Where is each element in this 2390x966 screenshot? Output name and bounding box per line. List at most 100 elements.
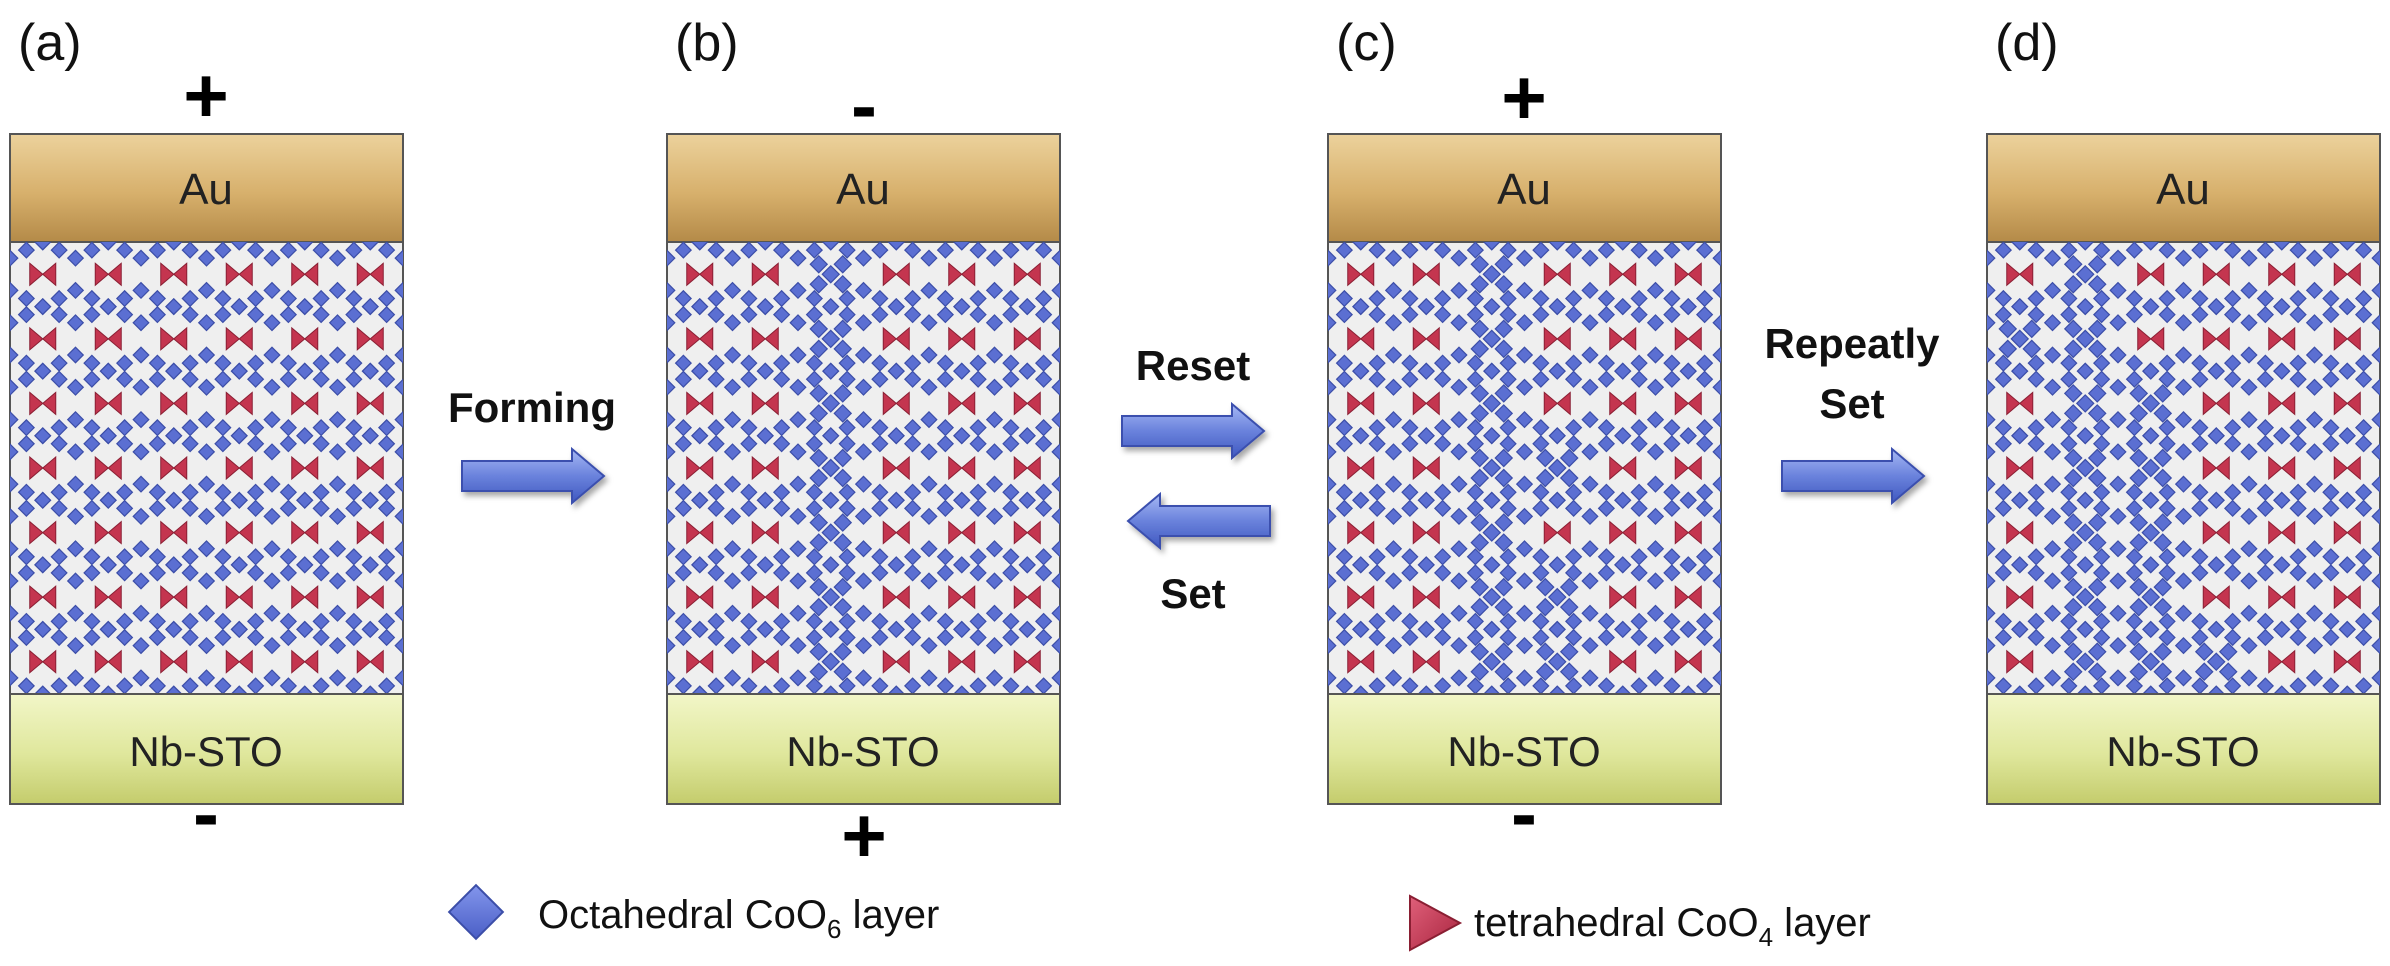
octahedral-unit (936, 242, 955, 259)
octahedral-unit (246, 483, 265, 501)
octahedral-unit (1483, 556, 1501, 574)
octahedral-unit (214, 242, 232, 259)
octahedral-unit (2240, 507, 2258, 526)
octahedral-unit (594, 509, 610, 525)
octahedral-unit (985, 475, 1004, 493)
octahedral-unit (2194, 642, 2214, 662)
octahedral-unit (772, 483, 791, 501)
octahedral-unit (1811, 557, 1827, 573)
octahedral-unit (2075, 587, 2095, 607)
tetrahedral-legend-label: tetrahedral CoO4 layer (1474, 901, 1871, 952)
octahedral-unit (34, 427, 52, 445)
octahedral-unit (1795, 436, 1811, 452)
octahedral-unit (2158, 242, 2176, 259)
octahedral-unit (0, 307, 1, 323)
tetrahedral-unit (2268, 455, 2296, 481)
octahedral-unit (2305, 507, 2324, 526)
octahedral-unit (1746, 686, 1762, 702)
tetrahedral-unit (751, 520, 779, 545)
octahedral-unit (1433, 564, 1452, 582)
octahedral-unit (1335, 435, 1354, 453)
octahedral-unit (1328, 604, 1337, 622)
octahedral-unit (148, 483, 167, 501)
octahedral-unit (1730, 420, 1746, 436)
octahedral-unit (1663, 435, 1681, 453)
octahedral-unit (66, 443, 85, 461)
octahedral-unit (34, 491, 52, 509)
octahedral-unit (1762, 501, 1778, 517)
octahedral-unit (2371, 346, 2380, 364)
octahedral-unit (50, 435, 68, 453)
octahedral-unit (1101, 565, 1117, 581)
octahedral-unit (1795, 565, 1811, 581)
octahedral-unit (1515, 314, 1534, 332)
octahedral-unit (1335, 548, 1354, 566)
octahedral-unit (2354, 242, 2373, 259)
octahedral-unit (1746, 686, 1762, 702)
octahedral-unit (1614, 685, 1632, 694)
octahedral-unit (1335, 612, 1354, 630)
octahedral-unit (0, 436, 1, 452)
octahedral-unit (197, 475, 216, 493)
octahedral-unit (2043, 281, 2062, 300)
octahedral-unit (887, 556, 905, 574)
octahedral-unit (1532, 354, 1550, 372)
octahedral-unit (10, 443, 19, 461)
octahedral-unit (707, 435, 725, 453)
octahedral-unit (115, 306, 134, 324)
octahedral-unit (132, 572, 150, 590)
octahedral-unit (833, 662, 853, 682)
octahedral-unit (1287, 622, 1303, 638)
tetrahedral-legend-icon (1409, 894, 1463, 952)
octahedral-unit (197, 669, 216, 687)
octahedral-unit (674, 306, 693, 324)
octahedral-unit (263, 346, 281, 364)
octahedral-unit (2125, 289, 2144, 308)
octahedral-unit (2129, 404, 2149, 423)
octahedral-unit (643, 226, 659, 242)
octahedral-unit (246, 564, 265, 582)
octahedral-unit (1987, 540, 1996, 558)
octahedral-unit (1963, 630, 1979, 646)
octahedral-unit (1328, 410, 1337, 429)
octahedral-unit (1795, 549, 1811, 565)
octahedral-unit (871, 242, 889, 259)
octahedral-unit (1287, 363, 1303, 379)
octahedral-unit (920, 636, 938, 655)
octahedral-unit (1564, 548, 1583, 566)
octahedral-unit (2063, 319, 2083, 339)
octahedral-unit (1134, 291, 1150, 307)
octahedral-unit (115, 435, 134, 453)
octahedral-unit (1304, 242, 1320, 258)
tetrahedral-unit (882, 455, 910, 481)
octahedral-unit (2125, 677, 2144, 694)
octahedral-unit (1470, 513, 1490, 532)
octahedral-unit (1466, 370, 1485, 388)
nbsto-electrode-c (1327, 693, 1722, 805)
tetrahedral-unit (751, 391, 779, 416)
octahedral-unit (1271, 226, 1287, 242)
octahedral-unit (263, 314, 281, 332)
octahedral-unit (361, 556, 379, 574)
octahedral-unit (1401, 483, 1419, 501)
octahedral-unit (165, 362, 183, 380)
octahedral-unit (1614, 362, 1632, 380)
octahedral-unit (444, 291, 460, 307)
octahedral-unit (1730, 678, 1746, 694)
octahedral-unit (805, 612, 824, 630)
octahedral-unit (1746, 428, 1762, 444)
tetrahedral-unit (686, 391, 714, 416)
octahedral-unit (2289, 435, 2307, 453)
tetrahedral-unit (1543, 520, 1571, 545)
octahedral-unit (197, 507, 216, 526)
octahedral-unit (1646, 410, 1665, 429)
octahedral-unit (1085, 557, 1101, 573)
octahedral-unit (2092, 370, 2111, 388)
octahedral-unit (674, 548, 693, 566)
octahedral-unit (2063, 533, 2083, 552)
octahedral-unit (1255, 380, 1271, 396)
octahedral-unit (805, 419, 824, 437)
octahedral-unit (1450, 572, 1468, 590)
octahedral-unit (412, 226, 428, 242)
octahedral-unit (1994, 677, 2013, 694)
